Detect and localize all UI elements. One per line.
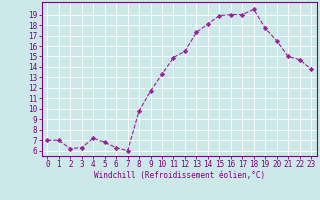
X-axis label: Windchill (Refroidissement éolien,°C): Windchill (Refroidissement éolien,°C): [94, 171, 265, 180]
